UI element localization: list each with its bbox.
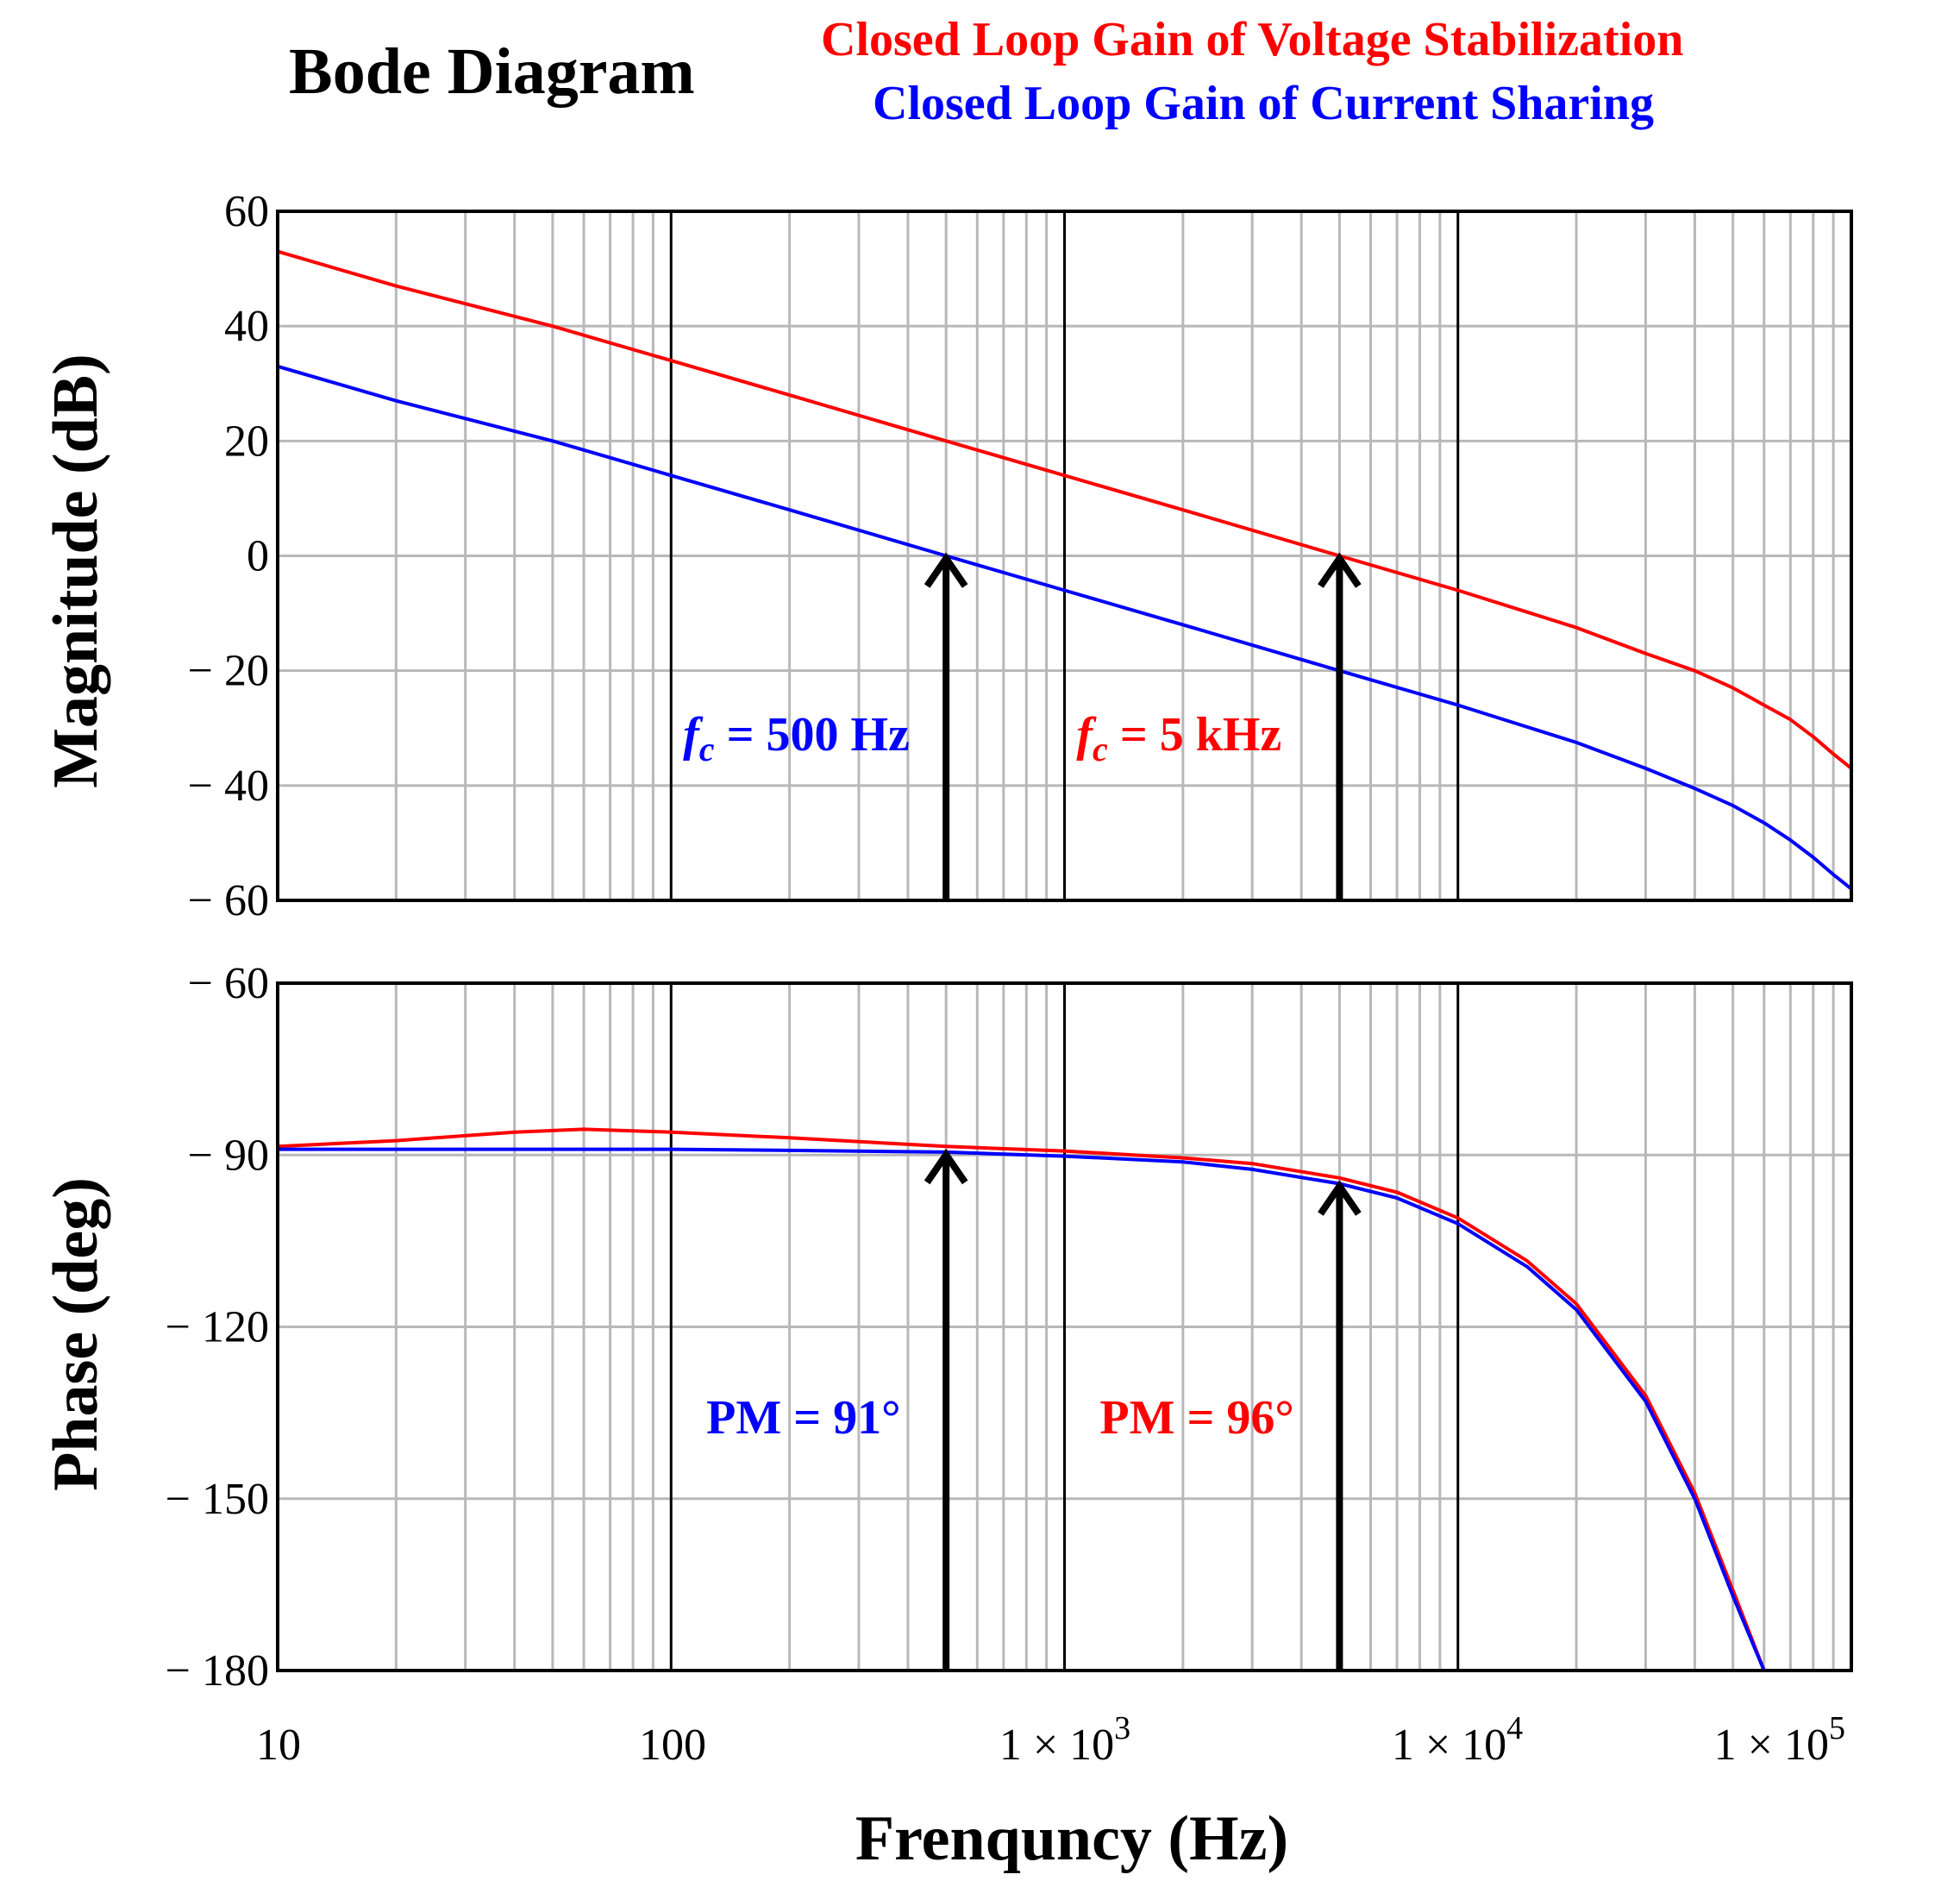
phase-axis-label: Phase (deg) [41,1177,111,1491]
phase-y-tick-label: − 150 [166,1475,269,1524]
phase-grid [278,981,1851,1672]
magnitude-series [277,249,1853,891]
phase-plot-frame [276,981,1853,1672]
magnitude-y-tick-label: − 40 [188,762,269,811]
phase-series-line-current-sharing [278,1147,1766,1671]
legend-current-sharing: Closed Loop Gain of Current Sharing [873,77,1654,130]
x-axis-label: Frenquncy (Hz) [855,1803,1288,1874]
magnitude-y-tick-label: − 20 [188,647,269,696]
phase-y-tick-label: − 60 [188,959,269,1008]
phase-marker-arrowhead [1318,1180,1362,1216]
magnitude-y-tick-label: 20 [224,417,269,466]
crossover-frequency-label-current: fc = 500 Hz [683,708,910,768]
phase-margin-label-current: PM = 91° [706,1391,900,1445]
phase-y-tick-label: − 90 [188,1131,269,1180]
magnitude-series-line-voltage-stabilization [277,249,1853,770]
magnitude-marker-arrowhead [924,552,968,588]
x-axis-ticks: 10 100 1 × 103 1 × 104 1 × 105 [256,1710,1845,1770]
x-tick-label: 100 [639,1721,706,1770]
phase-series-line-voltage-stabilization [277,1127,1766,1671]
magnitude-axes: 60 40 20 0 − 20 − 40 − 60 [188,187,1853,925]
magnitude-marker-arrowhead [1318,552,1362,588]
phase-y-tick-label: − 180 [166,1646,269,1696]
magnitude-plot-frame [276,210,1853,902]
magnitude-axis-label: Magnitude (dB) [41,354,111,788]
crossover-frequency-label-voltage: fc = 5 kHz [1076,708,1281,768]
magnitude-y-tick-label: − 60 [188,876,269,925]
magnitude-y-tick-label: 60 [224,187,269,236]
phase-y-tick-label: − 120 [166,1303,269,1352]
x-tick-label: 1 × 104 [1392,1710,1523,1770]
x-tick-label: 1 × 103 [999,1710,1130,1770]
magnitude-y-tick-label: 40 [224,302,269,351]
phase-axes: − 60 − 90 − 120 − 150 − 180 [166,959,1853,1696]
phase-marker-arrowhead [924,1148,968,1185]
x-tick-label: 10 [256,1721,301,1770]
magnitude-y-tick-label: 0 [247,532,269,581]
phase-margin-label-voltage: PM = 96° [1099,1391,1293,1445]
x-tick-label: 1 × 105 [1714,1710,1845,1770]
legend-voltage-stabilization: Closed Loop Gain of Voltage Stabilizatio… [821,13,1683,66]
phase-series [277,1127,1766,1671]
chart-title: Bode Diagram [289,35,695,108]
magnitude-series-line-current-sharing [277,364,1853,891]
annotations: fc = 500 Hz fc = 5 kHz PM = 91° PM = 96° [683,552,1362,1671]
